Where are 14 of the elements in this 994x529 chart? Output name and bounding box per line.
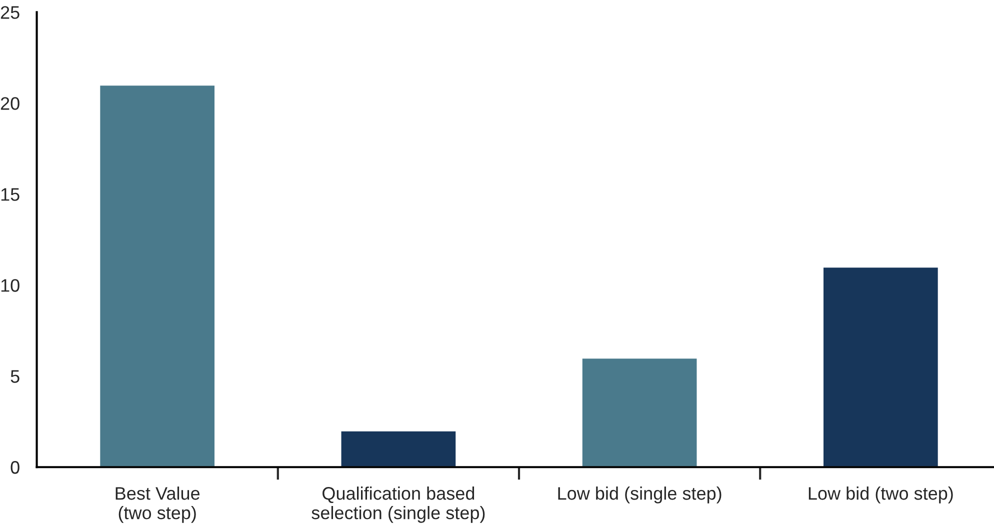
bar [822, 266, 940, 468]
y-tick-label: 20 [0, 97, 20, 110]
y-tick-label: 5 [10, 370, 20, 383]
bar [98, 84, 216, 468]
y-tick-label: 25 [0, 6, 20, 19]
x-tick-label: Qualification based selection (single step) [312, 486, 485, 523]
y-tick-label: 10 [1, 279, 20, 292]
y-tick-label: 0 [10, 461, 20, 474]
bar [340, 430, 458, 468]
x-tick-label: Low bid (single step) [558, 486, 722, 504]
x-tick-label: Best Value (two step) [116, 486, 200, 523]
y-tick-label: 15 [1, 188, 20, 201]
bar [581, 357, 698, 468]
x-tick-label: Low bid (two step) [808, 486, 953, 504]
